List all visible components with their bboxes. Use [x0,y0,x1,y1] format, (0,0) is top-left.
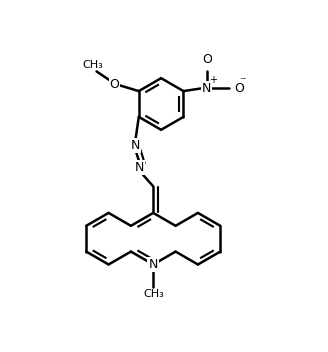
Text: O: O [202,53,212,66]
Text: CH₃: CH₃ [83,59,103,70]
Text: O: O [234,82,244,95]
Text: ⁻: ⁻ [239,75,246,88]
Text: N: N [135,161,144,174]
Text: O: O [110,78,119,91]
Text: +: + [209,75,217,85]
Text: N: N [149,258,158,271]
Text: CH₃: CH₃ [143,289,164,299]
Text: N: N [202,82,212,95]
Text: N: N [131,139,140,152]
